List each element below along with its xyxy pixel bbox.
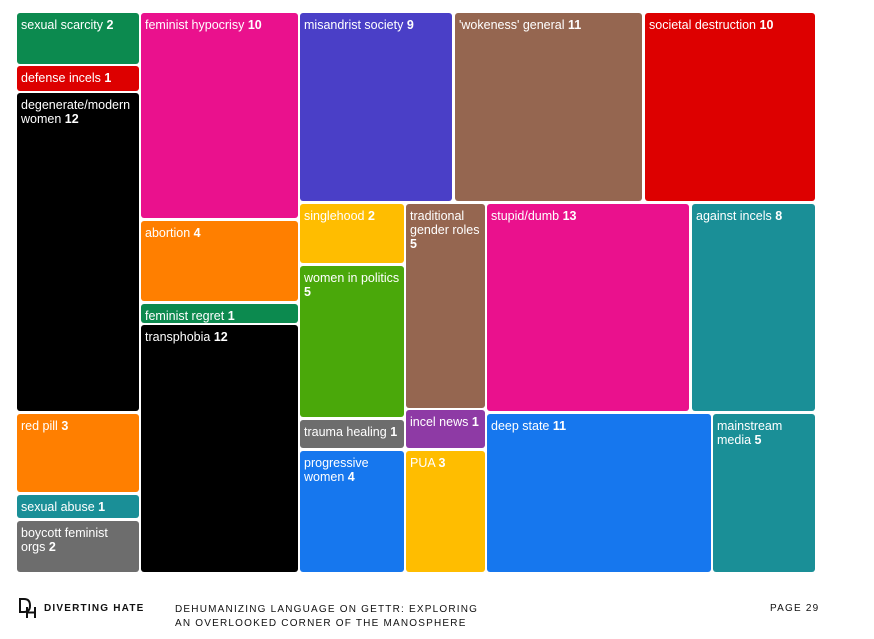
treemap-tile-mainstream-media: mainstream media 5 (713, 414, 815, 572)
tile-value: 2 (48, 540, 56, 554)
treemap-tile-feminist-regret: feminist regret 1 (141, 304, 298, 323)
page-number: PAGE 29 (770, 603, 820, 614)
brand-name: DIVERTING HATE (44, 603, 145, 614)
tile-label: traditional gender roles (410, 209, 480, 237)
tile-value: 1 (227, 309, 235, 323)
tile-label: sexual abuse (21, 500, 95, 514)
tile-value: 11 (552, 419, 567, 433)
treemap-tile-against-incels: against incels 8 (692, 204, 815, 411)
tile-label: abortion (145, 226, 191, 240)
treemap-tile-women-in-politics: women in politics 5 (300, 266, 404, 417)
treemap-tile-abortion: abortion 4 (141, 221, 298, 301)
treemap-tile-societal-destruction: societal destruction 10 (645, 13, 815, 201)
report-title-line-1: DEHUMANIZING LANGUAGE ON GETTR: EXPLORIN… (175, 604, 479, 615)
tile-label: feminist regret (145, 309, 225, 323)
treemap-tile-traditional-gender-roles: traditional gender roles 5 (406, 204, 485, 408)
treemap-tile-red-pill: red pill 3 (17, 414, 139, 492)
tile-value: 1 (104, 71, 112, 85)
treemap-tile-sexual-scarcity: sexual scarcity 2 (17, 13, 139, 64)
tile-label: mainstream media (717, 419, 783, 447)
treemap-tile-singlehood: singlehood 2 (300, 204, 404, 263)
tile-value: 2 (106, 18, 114, 32)
tile-label: misandrist society (304, 18, 404, 32)
treemap-tile-incel-news: incel news 1 (406, 410, 485, 448)
tile-value: 10 (759, 18, 774, 32)
treemap-tile-deep-state: deep state 11 (487, 414, 711, 572)
tile-label: red pill (21, 419, 58, 433)
tile-label: feminist hypocrisy (145, 18, 245, 32)
tile-label: defense incels (21, 71, 101, 85)
diverting-hate-logo-icon (19, 598, 36, 618)
tile-value: 2 (367, 209, 375, 223)
tile-label: women in politics (304, 271, 400, 285)
tile-label: singlehood (304, 209, 365, 223)
tile-label: societal destruction (649, 18, 757, 32)
tile-value: 5 (410, 237, 417, 251)
treemap-tile-progressive-women: progressive women 4 (300, 451, 404, 572)
tile-label: progressive women (304, 456, 369, 484)
tile-label: degenerate/modern women (21, 98, 131, 126)
tile-value: 8 (775, 209, 783, 223)
treemap-tile-feminist-hypocrisy: feminist hypocrisy 10 (141, 13, 298, 218)
tile-value: 3 (438, 456, 446, 470)
treemap-tile-pua: PUA 3 (406, 451, 485, 572)
tile-value: 9 (406, 18, 414, 32)
tile-value: 3 (61, 419, 69, 433)
tile-value: 11 (568, 18, 582, 32)
treemap-tile-misandrist-society: misandrist society 9 (300, 13, 452, 201)
treemap-tile-degenerate-modern-women: degenerate/modern women 12 (17, 93, 139, 411)
tile-label: boycott feminist orgs (21, 526, 108, 554)
tile-value: 4 (193, 226, 201, 240)
treemap-tile-transphobia: transphobia 12 (141, 325, 298, 572)
page-footer: DIVERTING HATE DEHUMANIZING LANGUAGE ON … (0, 590, 874, 639)
tile-value: 13 (562, 209, 577, 223)
treemap-tile-sexual-abuse: sexual abuse 1 (17, 495, 139, 518)
report-title: DEHUMANIZING LANGUAGE ON GETTR: EXPLORIN… (175, 603, 478, 631)
tile-value: 1 (471, 415, 479, 429)
tile-value: 12 (64, 112, 79, 126)
tile-value: 10 (247, 18, 262, 32)
treemap-tile-defense-incels: defense incels 1 (17, 66, 139, 91)
tile-label: transphobia (145, 330, 211, 344)
tile-label: deep state (491, 419, 550, 433)
treemap-tile-stupid-dumb: stupid/dumb 13 (487, 204, 689, 411)
treemap-tile-wokeness-general: 'wokeness' general 11 (455, 13, 642, 201)
treemap-chart: sexual scarcity 2 defense incels 1 degener… (17, 13, 815, 572)
tile-label: 'wokeness' general (459, 18, 565, 32)
tile-label: stupid/dumb (491, 209, 560, 223)
tile-value: 5 (304, 285, 311, 299)
tile-label: sexual scarcity (21, 18, 103, 32)
report-title-line-2: AN OVERLOOKED CORNER OF THE MANOSPHERE (175, 618, 467, 629)
tile-label: trauma healing (304, 425, 387, 439)
tile-value: 1 (98, 500, 106, 514)
tile-label: against incels (696, 209, 772, 223)
tile-value: 5 (754, 433, 762, 447)
tile-value: 12 (213, 330, 228, 344)
treemap-tile-trauma-healing: trauma healing 1 (300, 420, 404, 448)
tile-label: PUA (410, 456, 436, 470)
tile-label: incel news (410, 415, 469, 429)
tile-value: 1 (390, 425, 398, 439)
tile-value: 4 (347, 470, 355, 484)
treemap-tile-boycott-feminist-orgs: boycott feminist orgs 2 (17, 521, 139, 572)
